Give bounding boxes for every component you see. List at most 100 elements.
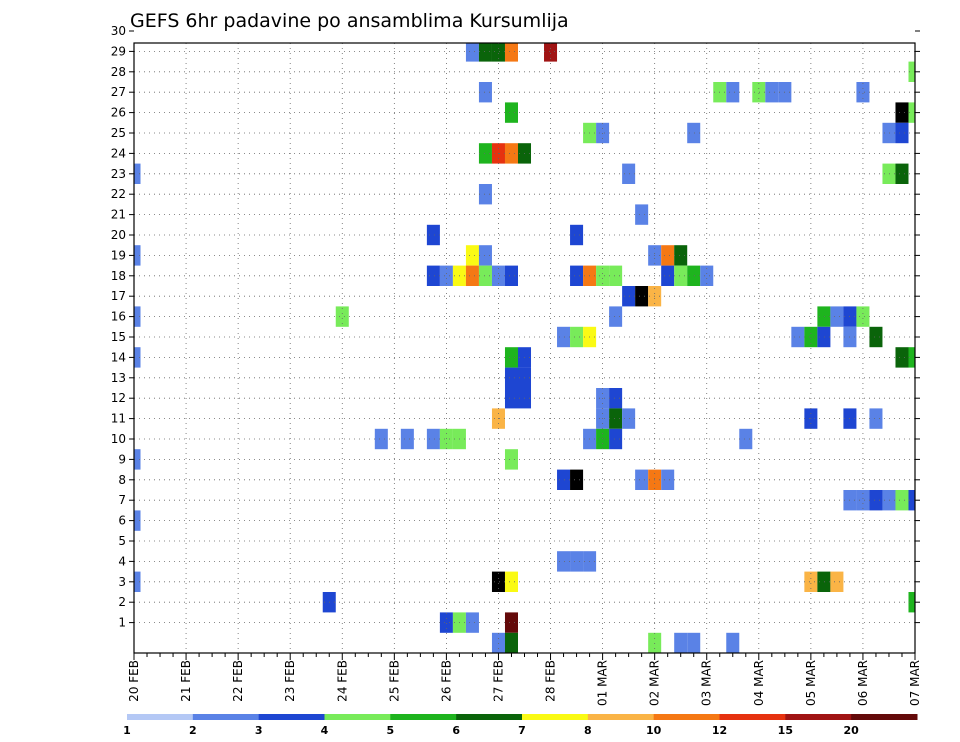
y-tick-label: 15 [111, 330, 126, 344]
legend-swatch [390, 714, 457, 720]
heatmap-cell-31 [635, 204, 649, 225]
y-tick-label: 28 [111, 65, 126, 79]
heatmap-cell-60 [609, 306, 623, 327]
heatmap-cell-130 [504, 632, 518, 653]
heatmap-cell-26 [134, 163, 141, 184]
legend-swatch [324, 714, 391, 720]
y-tick-label: 14 [111, 350, 126, 364]
heatmap-cell-104 [635, 469, 649, 490]
heatmap-cell-124 [908, 592, 915, 613]
heatmap-cell-108 [856, 490, 870, 511]
heatmap-cell-11 [765, 82, 779, 103]
legend-swatch [127, 714, 194, 720]
x-date-label: 25 FEB [387, 660, 401, 702]
heatmap-cell-131 [648, 632, 662, 653]
heatmap-cell-106 [661, 469, 675, 490]
y-tick-label: 23 [111, 167, 126, 181]
y-tick-label: 24 [111, 146, 126, 160]
heatmap-cell-92 [400, 428, 414, 450]
heatmap-cell-78 [504, 367, 518, 388]
x-date-label: 20 FEB [127, 660, 141, 702]
heatmap-cell-120 [804, 571, 818, 592]
heatmap-cell-16 [908, 102, 915, 123]
heatmap-cell-36 [478, 245, 492, 266]
heatmap-cell-54 [700, 265, 714, 286]
heatmap-cell-118 [491, 571, 505, 592]
heatmap-cell-114 [557, 551, 571, 572]
heatmap-cell-43 [465, 265, 479, 286]
heatmap-cell-44 [478, 265, 492, 286]
heatmap-cell-122 [830, 571, 844, 592]
heatmap-cell-52 [674, 265, 688, 286]
color-legend: 1 2 3 4 5 6 7 8 10 12 15 20 [123, 714, 918, 737]
y-tick-label: 30 [111, 24, 126, 38]
x-date-label: 23 FEB [283, 660, 297, 702]
legend-swatch [785, 714, 852, 720]
x-date-label: 28 FEB [544, 660, 558, 702]
heatmap-cell-27 [622, 163, 636, 184]
heatmap-cell-68 [791, 326, 805, 348]
y-tick-label: 10 [111, 432, 126, 446]
heatmap-cell-91 [374, 428, 388, 450]
heatmap-cell-125 [439, 612, 453, 633]
y-tick-label: 1 [118, 616, 126, 630]
heatmap-cell-34 [134, 245, 141, 266]
y-tick-label: 22 [111, 187, 126, 201]
heatmap-cell-103 [570, 469, 584, 490]
heatmap-cell-66 [570, 326, 584, 348]
x-axis: 20 FEB 21 FEB 22 FEB 23 FEB 24 FEB 25 FEB 26 F… [127, 653, 922, 706]
heatmap-cell-39 [674, 245, 688, 266]
heatmap-cell-134 [726, 632, 740, 653]
x-date-label: 06 MAR [856, 660, 870, 706]
legend-label: 5 [387, 724, 395, 737]
heatmap-cell-21 [895, 122, 909, 144]
x-date-label: 22 FEB [231, 660, 245, 702]
y-axis: 1234567891011121314151617181920212223242… [111, 24, 920, 630]
heatmap-cell-32 [426, 224, 440, 246]
heatmap-cell-30 [478, 184, 492, 205]
heatmap-cell-86 [609, 408, 623, 429]
heatmap-cell-109 [869, 490, 883, 511]
y-tick-label: 26 [111, 106, 126, 120]
heatmap-cell-9 [726, 82, 740, 103]
y-tick-label: 13 [111, 371, 126, 385]
y-tick-label: 29 [111, 44, 126, 58]
legend-swatch [258, 714, 325, 720]
heatmap-cell-80 [504, 388, 518, 409]
heatmap-cell-4 [504, 43, 518, 62]
y-tick-label: 21 [111, 208, 126, 222]
y-tick-label: 27 [111, 85, 126, 99]
legend-label: 20 [844, 724, 860, 737]
legend-swatch [851, 714, 918, 720]
y-tick-label: 12 [111, 391, 126, 405]
heatmap-cells [134, 43, 915, 653]
heatmap-cell-35 [465, 245, 479, 266]
heatmap-cell-46 [504, 265, 518, 286]
heatmap-cell-6 [908, 61, 915, 82]
y-tick-label: 16 [111, 310, 126, 324]
heatmap-cell-51 [661, 265, 675, 286]
chart-title: GEFS 6hr padavine po ansamblima Kursumli… [130, 10, 569, 32]
y-tick-label: 3 [118, 575, 126, 589]
legend-label: 3 [255, 724, 263, 737]
heatmap-cell-33 [570, 224, 584, 246]
heatmap-cell-1 [465, 43, 479, 62]
legend-swatch [653, 714, 720, 720]
y-tick-label: 19 [111, 248, 126, 262]
legend-label: 7 [518, 724, 526, 737]
heatmap-cell-19 [687, 122, 701, 144]
heatmap-cell-58 [134, 306, 141, 327]
x-date-label: 24 FEB [335, 660, 349, 702]
heatmap-cell-20 [882, 122, 896, 144]
x-date-label: 03 MAR [700, 660, 714, 706]
legend-swatch [719, 714, 786, 720]
heatmap-cell-40 [426, 265, 440, 286]
legend-label: 15 [778, 724, 793, 737]
x-date-label: 02 MAR [648, 660, 662, 706]
legend-label: 12 [712, 724, 727, 737]
legend-label: 2 [189, 724, 197, 737]
heatmap-cell-13 [856, 82, 870, 103]
y-tick-label: 25 [111, 126, 126, 140]
heatmap-cell-69 [804, 326, 818, 348]
heatmap-cell-113 [134, 510, 141, 531]
